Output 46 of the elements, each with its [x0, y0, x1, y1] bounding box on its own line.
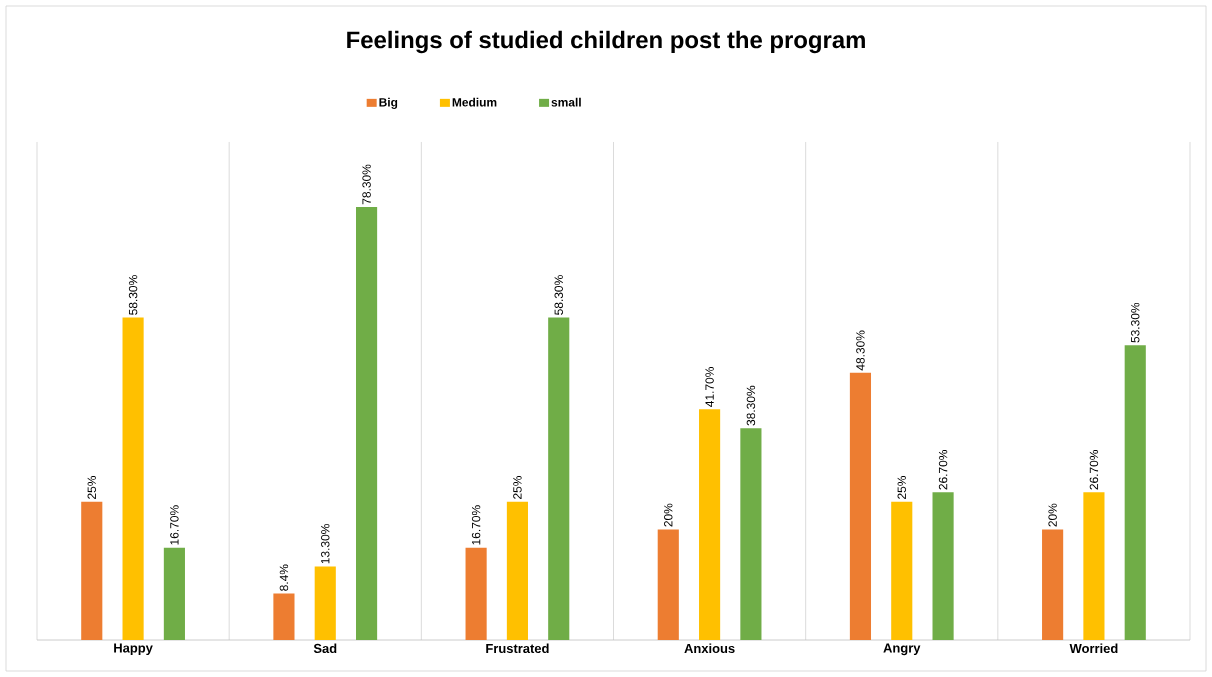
data-label: 58.30% [554, 275, 563, 315]
bar [314, 566, 336, 640]
legend-label: Medium [452, 97, 497, 107]
x-tick-label: Worried [1069, 643, 1118, 654]
bar [740, 428, 762, 640]
x-tick-label: Happy [114, 643, 153, 656]
data-label: 38.30% [746, 385, 756, 426]
data-label: 53.30% [1131, 302, 1140, 343]
bar [548, 317, 570, 640]
x-tick-label: Anxious [684, 643, 735, 654]
data-label: 20% [664, 503, 673, 527]
bar [273, 593, 295, 640]
data-label: 16.70% [471, 505, 481, 545]
bar [699, 409, 721, 640]
bar [506, 501, 528, 640]
bar [1083, 492, 1105, 640]
x-tick-label: Angry [883, 643, 921, 656]
bar [657, 529, 679, 640]
data-label: 58.30% [128, 275, 138, 315]
legend-label: Big [379, 97, 398, 109]
data-label: 16.70% [170, 505, 179, 545]
bar [1042, 529, 1064, 640]
data-label: 25% [87, 476, 96, 499]
bar [465, 547, 487, 640]
data-label: 25% [513, 476, 522, 499]
data-label: 13.30% [321, 524, 330, 564]
x-tick-label: Sad [313, 643, 337, 654]
bar [932, 492, 954, 640]
bar [1124, 345, 1146, 640]
data-label: 41.70% [705, 367, 714, 407]
data-label: 25% [897, 476, 906, 499]
data-label: 78.30% [362, 164, 371, 205]
bar [356, 206, 378, 640]
bar [163, 547, 185, 640]
bar [122, 317, 144, 640]
bar [849, 372, 872, 640]
x-tick-label: Frustrated [486, 643, 549, 654]
data-label: 48.30% [856, 330, 865, 371]
data-label: 26.70% [1089, 450, 1099, 490]
bar [891, 501, 913, 640]
bar [81, 501, 103, 640]
legend-label: small [551, 97, 581, 107]
chart-title: Feelings of studied children post the program [347, 30, 865, 54]
data-label: 8.4% [279, 564, 289, 591]
data-label: 26.70% [938, 450, 948, 490]
data-label: 20% [1048, 503, 1057, 527]
